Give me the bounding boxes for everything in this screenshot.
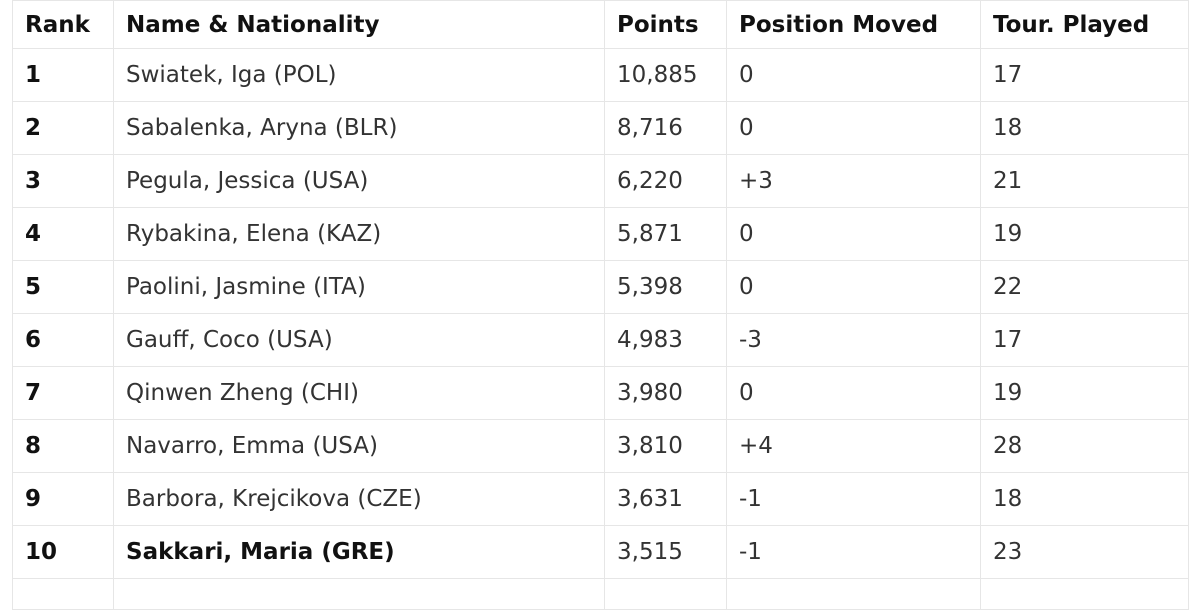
- table-row: 1 Swiatek, Iga (POL) 10,885 0 17: [12, 48, 1189, 102]
- table-cell: +4: [726, 419, 981, 473]
- table-cell: 28: [980, 419, 1189, 473]
- table-row: 5 Paolini, Jasmine (ITA) 5,398 0 22: [12, 260, 1189, 314]
- empty-cell: [604, 578, 727, 610]
- table-row: 3 Pegula, Jessica (USA) 6,220 +3 21: [12, 154, 1189, 208]
- table-cell: +3: [726, 154, 981, 208]
- table-cell: Paolini, Jasmine (ITA): [113, 260, 605, 314]
- table-cell: Barbora, Krejcikova (CZE): [113, 472, 605, 526]
- table-cell: 0: [726, 48, 981, 102]
- table-cell: 17: [980, 48, 1189, 102]
- table-cell: Pegula, Jessica (USA): [113, 154, 605, 208]
- table-cell: 23: [980, 525, 1189, 579]
- table-cell: 6: [12, 313, 114, 367]
- table-cell: 18: [980, 472, 1189, 526]
- column-header: Position Moved: [726, 0, 981, 49]
- table-cell: 4,983: [604, 313, 727, 367]
- table-row: 9 Barbora, Krejcikova (CZE) 3,631 -1 18: [12, 472, 1189, 526]
- table-cell: 3,631: [604, 472, 727, 526]
- table-cell: 9: [12, 472, 114, 526]
- table-cell: 1: [12, 48, 114, 102]
- table-cell: 10,885: [604, 48, 727, 102]
- table-cell: 4: [12, 207, 114, 261]
- table-header: Rank Name & Nationality Points Position Mov…: [12, 0, 1189, 49]
- table-cell: 0: [726, 101, 981, 155]
- table-cell: 6,220: [604, 154, 727, 208]
- table-cell: 8,716: [604, 101, 727, 155]
- table-cell: Navarro, Emma (USA): [113, 419, 605, 473]
- table-cell: 0: [726, 260, 981, 314]
- table-cell: 10: [12, 525, 114, 579]
- table-cell: 19: [980, 207, 1189, 261]
- rankings-table: Rank Name & Nationality Points Position Mov…: [12, 0, 1189, 610]
- page: Rank Name & Nationality Points Position Mov…: [12, 0, 1189, 610]
- table-row: 8 Navarro, Emma (USA) 3,810 +4 28: [12, 419, 1189, 473]
- empty-cell: [726, 578, 981, 610]
- column-header: Rank: [12, 0, 114, 49]
- column-header: Name & Nationality: [113, 0, 605, 49]
- table-cell: 3,810: [604, 419, 727, 473]
- column-header: Tour. Played: [980, 0, 1189, 49]
- table-cell: 17: [980, 313, 1189, 367]
- table-cell: 3: [12, 154, 114, 208]
- table-cell: 19: [980, 366, 1189, 420]
- empty-cell: [113, 578, 605, 610]
- table-body: 1 Swiatek, Iga (POL) 10,885 0 17 2 Sabalenka, …: [12, 48, 1189, 610]
- table-cell: 2: [12, 101, 114, 155]
- table-cell: 22: [980, 260, 1189, 314]
- table-cell: 5,398: [604, 260, 727, 314]
- table-cell: Sabalenka, Aryna (BLR): [113, 101, 605, 155]
- table-cell: Rybakina, Elena (KAZ): [113, 207, 605, 261]
- empty-cell: [980, 578, 1189, 610]
- table-cell: 5,871: [604, 207, 727, 261]
- table-cell: 0: [726, 366, 981, 420]
- empty-cell: [12, 578, 114, 610]
- table-cell: 5: [12, 260, 114, 314]
- table-row: 10 Sakkari, Maria (GRE) 3,515 -1 23: [12, 525, 1189, 579]
- table-row: 7 Qinwen Zheng (CHI) 3,980 0 19: [12, 366, 1189, 420]
- header-row: Rank Name & Nationality Points Position Mov…: [12, 0, 1189, 49]
- table-row: 6 Gauff, Coco (USA) 4,983 -3 17: [12, 313, 1189, 367]
- table-cell: Qinwen Zheng (CHI): [113, 366, 605, 420]
- column-header: Points: [604, 0, 727, 49]
- table-cell: 3,515: [604, 525, 727, 579]
- table-row: [12, 578, 1189, 610]
- table-cell: -1: [726, 472, 981, 526]
- table-cell: 8: [12, 419, 114, 473]
- table-cell: Gauff, Coco (USA): [113, 313, 605, 367]
- table-cell: 21: [980, 154, 1189, 208]
- table-cell: 7: [12, 366, 114, 420]
- table-cell: 18: [980, 101, 1189, 155]
- table-cell: Sakkari, Maria (GRE): [113, 525, 605, 579]
- table-cell: -3: [726, 313, 981, 367]
- table-row: 4 Rybakina, Elena (KAZ) 5,871 0 19: [12, 207, 1189, 261]
- table-row: 2 Sabalenka, Aryna (BLR) 8,716 0 18: [12, 101, 1189, 155]
- table-cell: 3,980: [604, 366, 727, 420]
- table-cell: Swiatek, Iga (POL): [113, 48, 605, 102]
- table-cell: 0: [726, 207, 981, 261]
- table-cell: -1: [726, 525, 981, 579]
